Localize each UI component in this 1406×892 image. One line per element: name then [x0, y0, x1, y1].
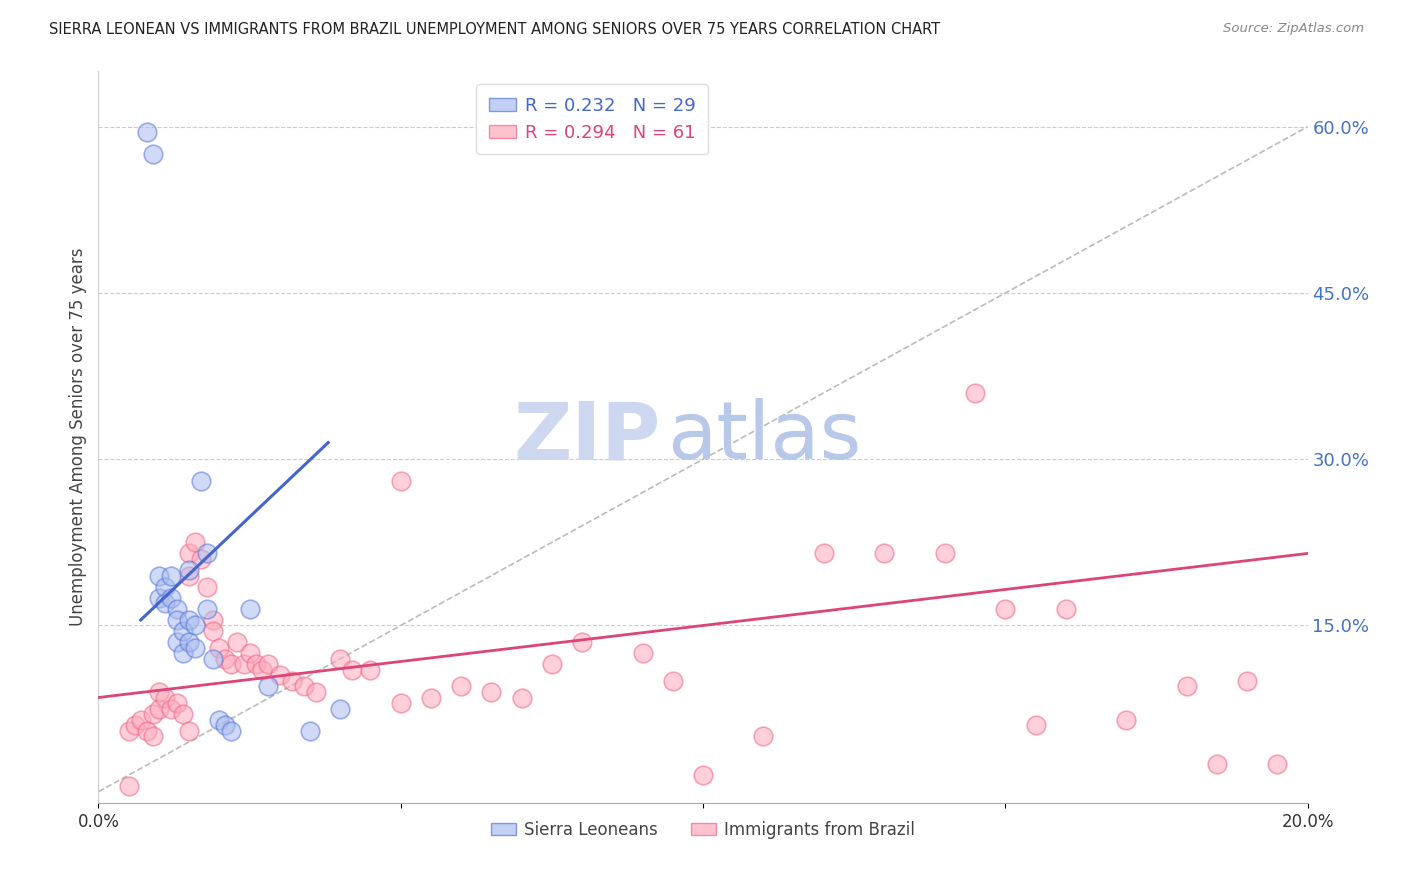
Point [184, 640, 207, 655]
Point [148, 591, 170, 605]
Point [481, 685, 503, 699]
Point [202, 613, 225, 627]
Point [195, 602, 218, 616]
Point [160, 701, 183, 715]
Point [250, 663, 273, 677]
Point [239, 646, 262, 660]
Point [202, 624, 225, 638]
Point [166, 613, 188, 627]
Point [184, 618, 207, 632]
Point [179, 568, 201, 582]
Point [124, 718, 146, 732]
Point [153, 596, 176, 610]
Point [389, 475, 412, 489]
Text: ZIP: ZIP [513, 398, 661, 476]
Text: Source: ZipAtlas.com: Source: ZipAtlas.com [1223, 22, 1364, 36]
Point [256, 680, 278, 694]
Point [135, 723, 157, 738]
Point [1054, 602, 1077, 616]
Point [342, 663, 364, 677]
Point [160, 568, 183, 582]
Point [813, 546, 835, 560]
Point [195, 580, 218, 594]
Point [208, 713, 231, 727]
Point [179, 613, 201, 627]
Point [226, 635, 249, 649]
Point [142, 729, 165, 743]
Point [195, 546, 218, 560]
Point [281, 673, 304, 688]
Point [142, 147, 165, 161]
Point [179, 546, 201, 560]
Point [184, 535, 207, 549]
Point [135, 125, 157, 139]
Point [1206, 757, 1229, 772]
Point [148, 701, 170, 715]
Point [1236, 673, 1258, 688]
Point [179, 563, 201, 577]
Point [269, 668, 291, 682]
Point [172, 624, 194, 638]
Point [631, 646, 654, 660]
Point [142, 707, 165, 722]
Point [179, 635, 201, 649]
Text: SIERRA LEONEAN VS IMMIGRANTS FROM BRAZIL UNEMPLOYMENT AMONG SENIORS OVER 75 YEAR: SIERRA LEONEAN VS IMMIGRANTS FROM BRAZIL… [49, 22, 941, 37]
Point [118, 723, 141, 738]
Point [208, 640, 231, 655]
Point [118, 779, 141, 793]
Point [239, 602, 262, 616]
Point [190, 475, 212, 489]
Point [166, 696, 188, 710]
Point [232, 657, 254, 672]
Point [166, 635, 188, 649]
Point [172, 646, 194, 660]
Point [202, 651, 225, 665]
Point [360, 663, 382, 677]
Point [1024, 718, 1046, 732]
Point [160, 591, 183, 605]
Y-axis label: Unemployment Among Seniors over 75 years: Unemployment Among Seniors over 75 years [69, 248, 87, 626]
Point [299, 723, 322, 738]
Point [190, 552, 212, 566]
Point [1267, 757, 1289, 772]
Point [510, 690, 533, 705]
Point [153, 580, 176, 594]
Point [214, 718, 236, 732]
Point [661, 673, 683, 688]
Point [540, 657, 562, 672]
Point [1175, 680, 1198, 694]
Point [245, 657, 267, 672]
Point [172, 707, 194, 722]
Point [179, 723, 201, 738]
Point [214, 651, 236, 665]
Point [329, 651, 352, 665]
Text: atlas: atlas [666, 398, 860, 476]
Point [389, 696, 412, 710]
Point [129, 713, 152, 727]
Point [934, 546, 956, 560]
Point [571, 635, 593, 649]
Point [153, 690, 176, 705]
Point [292, 680, 315, 694]
Point [148, 568, 170, 582]
Point [692, 768, 714, 782]
Point [221, 723, 243, 738]
Point [305, 685, 328, 699]
Point [256, 657, 278, 672]
Point [450, 680, 472, 694]
Point [965, 385, 987, 400]
Point [994, 602, 1017, 616]
Legend: Sierra Leoneans, Immigrants from Brazil: Sierra Leoneans, Immigrants from Brazil [484, 814, 922, 846]
Point [1115, 713, 1137, 727]
Point [221, 657, 243, 672]
Point [166, 602, 188, 616]
Point [420, 690, 443, 705]
Point [873, 546, 896, 560]
Point [752, 729, 775, 743]
Point [329, 701, 352, 715]
Point [148, 685, 170, 699]
